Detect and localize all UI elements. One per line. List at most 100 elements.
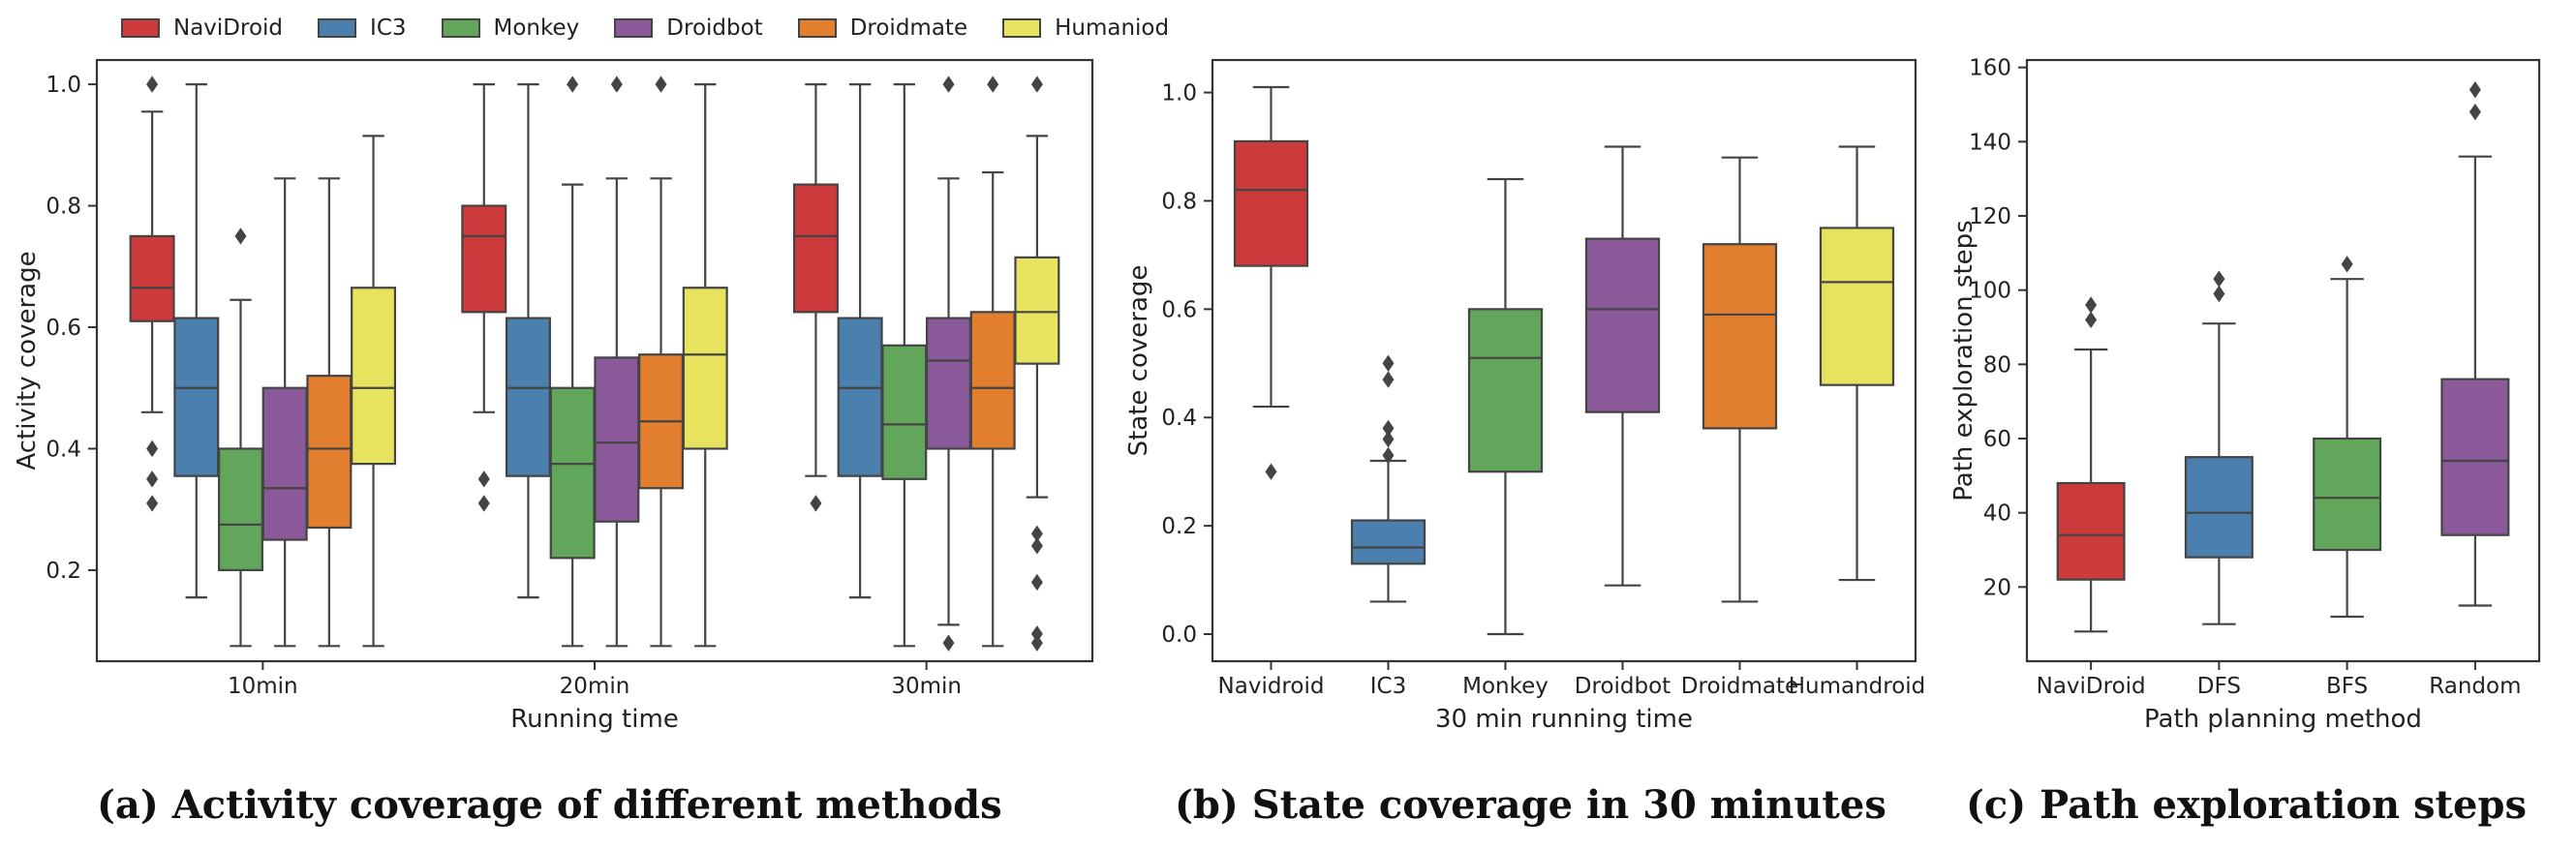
ytick-label-c-4: 100	[1969, 279, 2011, 304]
xtick-label-b-2: Monkey	[1462, 674, 1549, 699]
ytick-label-c-3: 80	[1983, 352, 2011, 378]
xtick-label-c-0: NaviDroid	[2037, 674, 2146, 699]
axes-frame-c	[2025, 58, 2541, 663]
box-b-droidbot-box	[1584, 237, 1661, 413]
xtick-label-b-1: IC3	[1370, 674, 1406, 699]
box-a-droidbot-30min-flier-1	[942, 634, 955, 652]
box-a-monkey-10min-flier-0	[234, 228, 247, 245]
box-a-navidroid-10min-flier-3	[146, 495, 159, 512]
legend: NaviDroid IC3 Monkey Droidbot Droidmate …	[121, 10, 1204, 46]
xtick-label-a-0: 10min	[228, 674, 298, 699]
ytick-label-c-2: 60	[1983, 427, 2011, 452]
legend-item-ic3: IC3	[318, 15, 407, 41]
box-a-navidroid-10min-flier-0	[146, 76, 159, 93]
legend-swatch-droidbot	[614, 18, 654, 38]
legend-swatch-droidmate	[797, 18, 837, 38]
box-a-humaniod-30min-flier-1	[1030, 525, 1043, 542]
box-a-navidroid-30min-flier-0	[810, 495, 822, 512]
box-b-droidmate-box	[1702, 243, 1778, 430]
box-a-droidbot-30min-box	[926, 317, 971, 450]
box-c-random-flier-0	[2469, 103, 2481, 121]
box-a-droidbot-20min-box	[594, 356, 640, 523]
box-a-humaniod-30min-flier-4	[1030, 625, 1043, 643]
ytick-label-a-4: 1.0	[46, 73, 81, 98]
ytick-label-b-2: 0.4	[1161, 406, 1197, 431]
box-a-navidroid-20min-box	[461, 204, 507, 314]
legend-item-humaniod: Humaniod	[1002, 15, 1169, 41]
ytick-label-c-5: 120	[1969, 204, 2011, 229]
box-a-droidmate-20min-flier-0	[655, 76, 667, 93]
box-c-navidroid-flier-1	[2085, 296, 2098, 314]
ytick-label-c-6: 140	[1969, 130, 2011, 155]
box-a-navidroid-10min-flier-2	[146, 471, 159, 488]
box-a-humaniod-30min-box	[1014, 256, 1060, 365]
xtick-label-b-3: Droidbot	[1575, 674, 1671, 699]
box-a-monkey-20min-flier-0	[567, 76, 579, 93]
box-a-humaniod-30min-flier-3	[1030, 573, 1043, 592]
box-b-ic3-flier-1	[1382, 430, 1395, 448]
box-a-droidbot-10min-box	[261, 386, 308, 541]
box-a-ic3-30min-box	[837, 317, 883, 477]
legend-swatch-ic3	[318, 18, 357, 38]
box-a-droidbot-30min-flier-0	[942, 76, 955, 93]
box-a-droidmate-30min-flier-0	[987, 76, 999, 93]
box-a-humaniod-30min-flier-2	[1030, 537, 1043, 555]
box-a-navidroid-20min-flier-1	[477, 495, 490, 512]
ylabel-a: Activity coverage	[13, 251, 42, 470]
ytick-label-c-1: 40	[1983, 501, 2011, 527]
box-c-bfs-flier-0	[2341, 256, 2353, 273]
legend-label-ic3: IC3	[370, 15, 407, 41]
box-c-random-box	[2440, 378, 2510, 536]
xtick-label-a-2: 30min	[891, 674, 962, 699]
box-b-navidroid-flier-0	[1265, 463, 1277, 480]
ytick-label-c-7: 160	[1969, 56, 2011, 81]
box-a-droidmate-30min-box	[969, 311, 1016, 450]
ytick-label-b-0: 0.0	[1161, 622, 1197, 648]
box-a-navidroid-10min-box	[129, 234, 175, 322]
box-a-navidroid-10min-flier-1	[146, 440, 159, 458]
box-a-humaniod-30min-flier-5	[1030, 634, 1043, 652]
legend-label-humaniod: Humaniod	[1055, 15, 1170, 41]
legend-item-navidroid: NaviDroid	[121, 15, 283, 41]
axes-frame-b	[1211, 58, 1917, 663]
caption-c: (c) Path exploration steps	[1966, 782, 2527, 828]
xtick-label-c-3: Random	[2429, 674, 2521, 699]
legend-item-droidbot: Droidbot	[614, 15, 763, 41]
xtick-label-a-1: 20min	[560, 674, 630, 699]
xlabel-b: 30 min running time	[1435, 705, 1693, 734]
box-c-dfs-flier-1	[2213, 270, 2225, 288]
box-c-random-flier-1	[2469, 80, 2481, 99]
ytick-label-c-0: 20	[1983, 575, 2011, 600]
box-a-monkey-20min-box	[549, 386, 596, 560]
box-a-humaniod-10min-box	[351, 287, 397, 466]
caption-b: (b) State coverage in 30 minutes	[1175, 782, 1886, 828]
xtick-label-b-4: Droidmate	[1681, 674, 1798, 699]
xtick-label-c-1: DFS	[2197, 674, 2241, 699]
xtick-label-b-5: Humandroid	[1789, 674, 1926, 699]
box-b-ic3-flier-4	[1382, 354, 1395, 372]
legend-swatch-monkey	[441, 18, 480, 38]
legend-item-monkey: Monkey	[441, 15, 579, 41]
box-c-bfs-box	[2313, 437, 2382, 552]
ytick-label-a-2: 0.6	[46, 316, 81, 341]
box-c-navidroid-flier-0	[2085, 311, 2098, 329]
box-c-navidroid-box	[2056, 481, 2126, 581]
box-b-monkey-box	[1467, 308, 1544, 473]
ytick-label-a-3: 0.8	[46, 195, 81, 220]
box-a-monkey-10min-box	[218, 447, 263, 572]
axes-frame-a	[95, 58, 1094, 663]
caption-a: (a) Activity coverage of different metho…	[97, 782, 1002, 828]
box-b-ic3-flier-3	[1382, 371, 1395, 388]
ytick-label-a-1: 0.4	[46, 437, 81, 462]
box-c-dfs-box	[2184, 456, 2254, 559]
box-a-humaniod-20min-box	[682, 287, 728, 450]
box-b-navidroid-box	[1233, 139, 1309, 267]
box-b-ic3-flier-2	[1382, 419, 1395, 438]
xtick-label-b-0: Navidroid	[1218, 674, 1325, 699]
box-a-navidroid-30min-box	[792, 183, 839, 314]
xlabel-c: Path planning method	[2144, 705, 2422, 734]
box-a-humaniod-30min-flier-0	[1030, 76, 1043, 93]
box-a-ic3-20min-box	[505, 317, 551, 477]
legend-label-droidmate: Droidmate	[849, 15, 968, 41]
